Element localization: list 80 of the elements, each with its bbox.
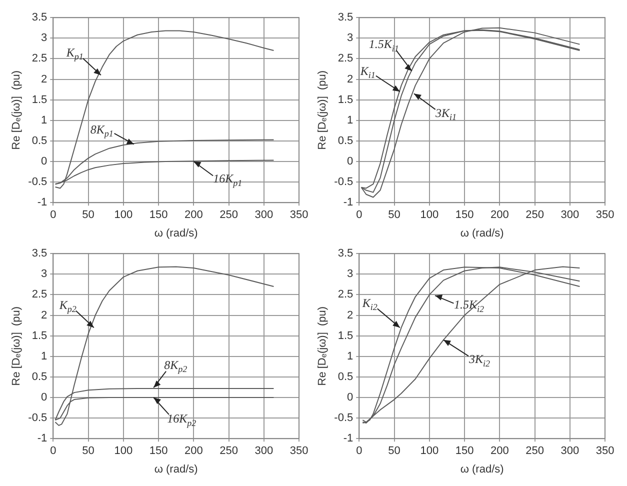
x-tick-label: 200 — [490, 209, 509, 222]
y-tick-label: 1 — [41, 114, 48, 126]
x-tick-label: 50 — [388, 209, 400, 222]
x-tick-label: 300 — [254, 445, 274, 458]
x-tick-label: 0 — [356, 445, 362, 458]
x-tick-label: 350 — [596, 209, 614, 222]
y-tick-label: 0.5 — [32, 370, 48, 383]
x-tick-label: 350 — [290, 209, 308, 222]
y-tick-label: -0.5 — [28, 176, 48, 188]
y-tick-label: 3.5 — [338, 248, 354, 260]
y-tick-label: 2.5 — [338, 52, 354, 65]
y-tick-label: 2 — [41, 309, 48, 322]
x-tick-label: 0 — [50, 209, 56, 222]
y-tick-label: 3.5 — [338, 12, 354, 24]
x-tick-label: 50 — [388, 445, 400, 458]
y-tick-label: -0.5 — [334, 176, 354, 188]
y-tick-label: -1 — [37, 432, 48, 445]
y-tick-label: -1 — [37, 196, 48, 209]
x-tick-label: 250 — [220, 209, 238, 222]
x-tick-label: 150 — [455, 445, 474, 458]
y-tick-label: 0 — [347, 156, 354, 168]
x-axis-title: ω (rad/s) — [154, 227, 198, 240]
y-tick-label: 2 — [347, 73, 354, 86]
y-tick-label: 2 — [41, 73, 48, 86]
y-tick-label: 3.5 — [32, 12, 48, 24]
x-axis-title: ω (rad/s) — [460, 463, 504, 476]
y-tick-label: -1 — [343, 432, 354, 445]
x-tick-label: 250 — [526, 445, 544, 458]
y-tick-label: 2.5 — [32, 288, 48, 301]
y-tick-label: -1 — [343, 196, 354, 209]
y-axis-title: Re [Dₑ(jω)] (pu) — [316, 70, 329, 150]
x-tick-label: 100 — [420, 209, 439, 222]
x-tick-label: 250 — [220, 445, 238, 458]
y-tick-label: 0.5 — [338, 370, 354, 383]
y-tick-label: 3 — [41, 32, 48, 44]
y-tick-label: 1.5 — [32, 330, 48, 342]
x-tick-label: 150 — [149, 445, 168, 458]
y-tick-label: 2 — [347, 309, 354, 322]
y-tick-label: 1.5 — [338, 330, 354, 342]
y-tick-label: 3 — [347, 268, 354, 280]
y-tick-label: -0.5 — [334, 412, 354, 424]
x-tick-label: 150 — [455, 209, 474, 222]
y-tick-label: 3.5 — [32, 248, 48, 260]
x-tick-label: 0 — [50, 445, 56, 458]
x-tick-label: 200 — [490, 445, 509, 458]
x-tick-label: 300 — [254, 209, 274, 222]
x-tick-label: 100 — [114, 445, 133, 458]
x-tick-label: 250 — [526, 209, 544, 222]
x-tick-label: 0 — [356, 209, 362, 222]
y-tick-label: 1 — [41, 350, 48, 362]
y-tick-label: 2.5 — [32, 52, 48, 65]
y-tick-label: 0 — [41, 156, 48, 168]
y-tick-label: -0.5 — [28, 412, 48, 424]
y-tick-label: 0 — [41, 392, 48, 404]
x-tick-label: 200 — [184, 209, 203, 222]
x-tick-label: 350 — [290, 445, 308, 458]
y-tick-label: 1.5 — [32, 94, 48, 106]
y-tick-label: 3 — [347, 32, 354, 44]
x-tick-label: 50 — [82, 209, 94, 222]
x-tick-label: 100 — [114, 209, 133, 222]
y-tick-label: 0 — [347, 392, 354, 404]
x-tick-label: 50 — [82, 445, 94, 458]
y-tick-label: 0.5 — [32, 134, 48, 147]
x-tick-label: 150 — [149, 209, 168, 222]
y-axis-title: Re [Dₑ(jω)] (pu) — [10, 306, 23, 386]
x-tick-label: 100 — [420, 445, 439, 458]
y-tick-label: 1 — [347, 350, 354, 362]
y-tick-label: 1.5 — [338, 94, 354, 106]
y-axis-title: Re [Dₑ(jω)] (pu) — [10, 70, 23, 150]
x-tick-label: 300 — [560, 209, 580, 222]
y-tick-label: 1 — [347, 114, 354, 126]
y-axis-title: Re [Dₑ(jω)] (pu) — [316, 306, 329, 386]
x-tick-label: 200 — [184, 445, 203, 458]
x-tick-label: 300 — [560, 445, 580, 458]
y-tick-label: 2.5 — [338, 288, 354, 301]
y-tick-label: 3 — [41, 268, 48, 280]
x-axis-title: ω (rad/s) — [154, 463, 198, 476]
x-tick-label: 350 — [596, 445, 614, 458]
x-axis-title: ω (rad/s) — [460, 227, 504, 240]
y-tick-label: 0.5 — [338, 134, 354, 147]
